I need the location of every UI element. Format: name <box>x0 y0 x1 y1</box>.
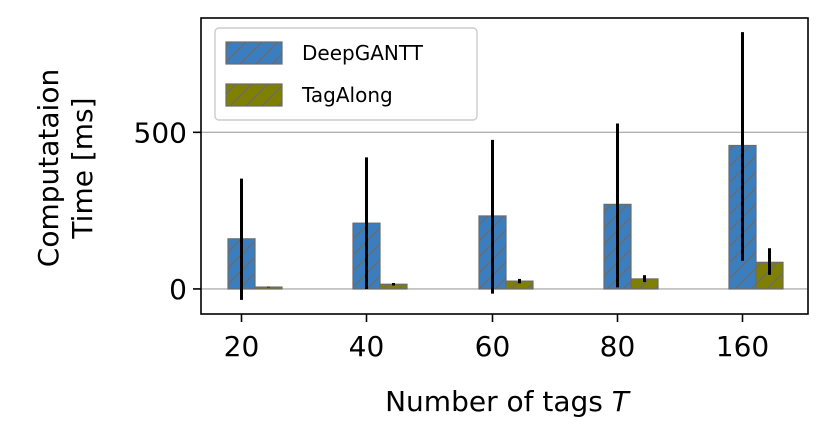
x-tick-label-20: 20 <box>224 330 260 363</box>
x-tick-label-60: 60 <box>475 330 511 363</box>
bar-hatch-tagalong-80 <box>631 278 658 289</box>
legend-label-tagalong: TagAlong <box>301 83 393 107</box>
legend-label-deepgantt: DeepGANTT <box>302 41 424 65</box>
bars <box>227 144 784 290</box>
bar-hatch-tagalong-20 <box>255 287 282 289</box>
x-tick-label-80: 80 <box>600 330 636 363</box>
x-tick-label-40: 40 <box>349 330 385 363</box>
legend-swatch-tagalong-hatch <box>226 84 282 106</box>
y-axis-label-line1: Computataion <box>32 69 65 267</box>
y-tick-label-500: 500 <box>134 116 187 149</box>
x-ticks: 20 40 60 80 160 <box>224 314 769 363</box>
y-axis-label-line2: Time [ms] <box>66 97 99 239</box>
bar-hatch-tagalong-40 <box>380 284 407 289</box>
legend-swatch-deepgantt-hatch <box>226 42 282 64</box>
plot-frame <box>200 17 809 315</box>
y-tick-label-0: 0 <box>169 273 187 306</box>
legend: DeepGANTT TagAlong <box>214 27 478 121</box>
bar-hatch-tagalong-60 <box>506 281 533 289</box>
y-ticks: 0 500 <box>134 116 201 306</box>
error-bars <box>240 32 771 300</box>
x-axis-label: Number of tags T <box>385 385 631 418</box>
x-tick-label-160: 160 <box>716 330 769 363</box>
